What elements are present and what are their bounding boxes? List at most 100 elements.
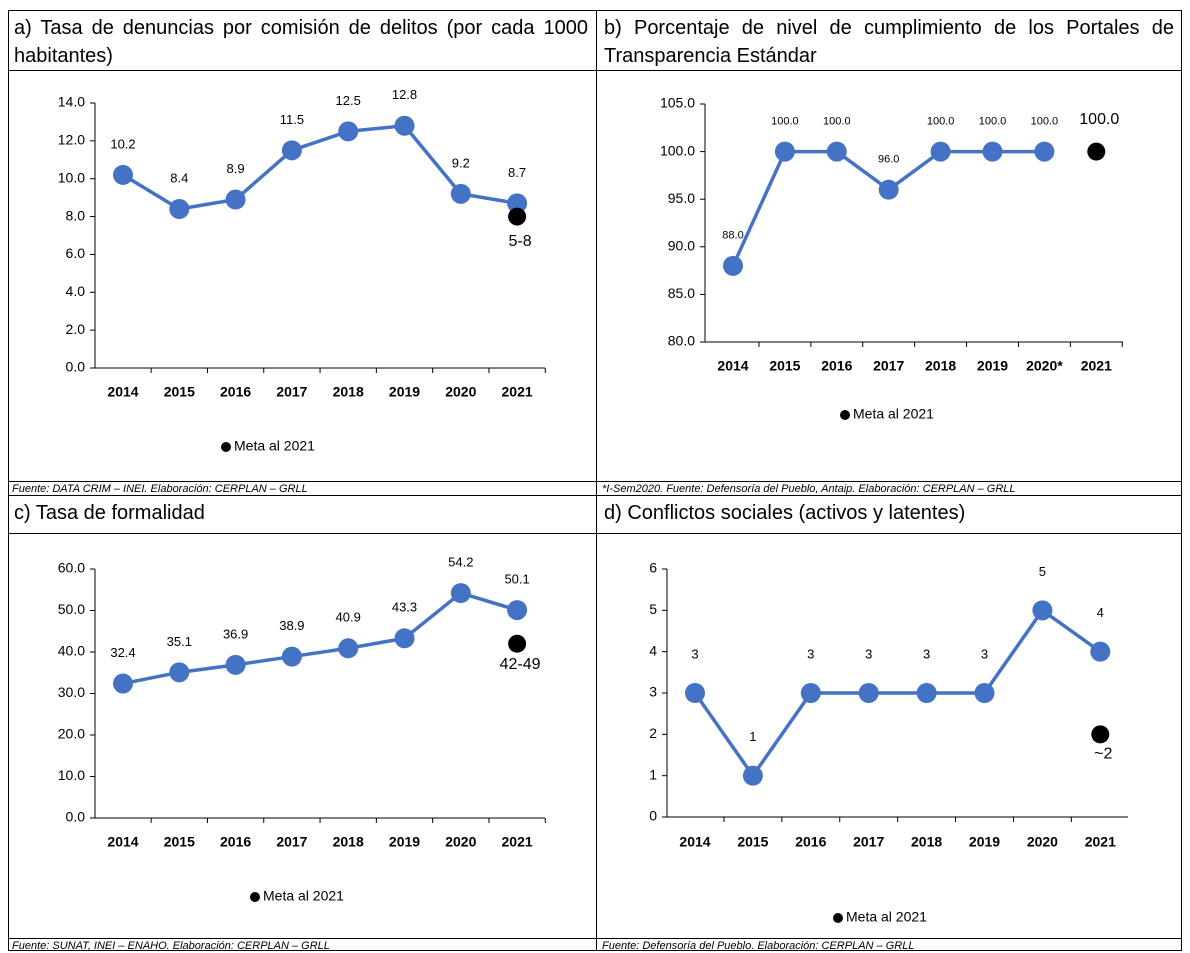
- x-tick-label: 2021: [1081, 358, 1112, 374]
- data-point: [113, 673, 133, 694]
- data-label: 9.2: [452, 155, 470, 170]
- source-note: *I-Sem2020. Fuente: Defensoría del Puebl…: [602, 483, 1016, 495]
- y-tick-label: 4: [649, 642, 657, 658]
- x-tick-label: 2018: [911, 834, 942, 850]
- data-label: 96.0: [878, 154, 899, 166]
- source-note: Fuente: SUNAT, INEI – ENAHO. Elaboración…: [12, 940, 330, 952]
- data-label: 3: [923, 646, 930, 661]
- y-tick-label: 2: [649, 725, 657, 741]
- data-label: 54.2: [448, 555, 473, 570]
- data-point: [225, 189, 246, 210]
- target-point: [1091, 725, 1110, 744]
- data-point: [169, 199, 190, 219]
- y-tick-label: 3: [649, 684, 657, 700]
- data-label: 40.9: [336, 610, 361, 625]
- x-tick-label: 2014: [679, 834, 710, 850]
- data-label: 3: [807, 646, 814, 661]
- data-line: [731, 149, 1045, 267]
- data-point: [685, 683, 705, 703]
- target-label: 42-49: [500, 656, 541, 673]
- data-line: [693, 607, 1102, 779]
- chart-title: c) Tasa de formalidad: [14, 502, 205, 524]
- data-point: [507, 600, 528, 621]
- data-label: 38.9: [279, 618, 304, 633]
- y-tick-label: 40.0: [58, 643, 85, 659]
- y-tick-label: 85.0: [668, 285, 695, 301]
- x-tick-label: 2019: [977, 358, 1008, 374]
- y-tick-label: 14.0: [58, 94, 85, 110]
- legend-label: Meta al 2021: [853, 406, 934, 422]
- y-tick-label: 105.0: [660, 95, 695, 111]
- y-tick-label: 2.0: [66, 321, 86, 337]
- target-point: [508, 207, 527, 226]
- x-tick-label: 2021: [1085, 834, 1116, 850]
- y-tick-label: 80.0: [668, 333, 695, 349]
- data-point: [507, 193, 528, 214]
- target-label: 100.0: [1079, 111, 1119, 128]
- data-label: 36.9: [223, 626, 248, 641]
- data-point: [742, 765, 763, 786]
- y-tick-label: 0.0: [66, 359, 86, 375]
- data-label: 12.5: [336, 93, 361, 108]
- x-tick-label: 2017: [276, 834, 307, 850]
- x-tick-label: 2015: [164, 384, 195, 400]
- data-point: [281, 140, 302, 161]
- y-tick-label: 100.0: [660, 142, 695, 158]
- data-point: [225, 654, 246, 675]
- data-point: [169, 662, 190, 683]
- data-point: [930, 141, 951, 162]
- source-note: Fuente: Defensoría del Pueblo. Elaboraci…: [602, 940, 915, 952]
- y-tick-label: 60.0: [58, 560, 85, 576]
- x-tick-label: 2017: [853, 834, 884, 850]
- y-tick-label: 10.0: [58, 767, 85, 783]
- data-label: 11.5: [280, 112, 304, 127]
- target-label: 5-8: [509, 233, 532, 250]
- x-tick-label: 2016: [795, 834, 826, 850]
- data-label: 8.4: [170, 170, 188, 185]
- data-label: 50.1: [504, 572, 529, 587]
- y-tick-label: 90.0: [668, 238, 695, 254]
- x-tick-label: 2014: [107, 384, 138, 400]
- data-point: [878, 179, 899, 200]
- x-tick-label: 2016: [220, 384, 251, 400]
- data-point: [1090, 641, 1111, 662]
- x-tick-label: 2016: [220, 834, 251, 850]
- x-tick-label: 2018: [333, 834, 364, 850]
- data-point: [338, 121, 359, 142]
- data-point: [1034, 141, 1055, 162]
- x-tick-label: 2020: [445, 384, 476, 400]
- data-point: [281, 646, 302, 667]
- legend-marker: [221, 442, 231, 452]
- data-point: [1032, 600, 1053, 621]
- x-tick-label: 2018: [333, 384, 364, 400]
- data-label: 5: [1039, 564, 1046, 579]
- data-point: [800, 683, 821, 703]
- x-tick-label: 2016: [821, 358, 852, 374]
- data-label: 88.0: [722, 230, 743, 242]
- data-point: [826, 141, 847, 162]
- y-tick-label: 4.0: [66, 283, 86, 299]
- data-label: 4: [1097, 605, 1104, 620]
- data-point: [974, 683, 995, 703]
- data-label: 32.4: [110, 645, 135, 660]
- data-label: 3: [865, 646, 872, 661]
- legend-label: Meta al 2021: [234, 438, 315, 454]
- x-tick-label: 2021: [502, 384, 533, 400]
- legend-marker: [250, 892, 260, 902]
- x-tick-label: 2020*: [1026, 358, 1063, 374]
- source-note: Fuente: DATA CRIM – INEI. Elaboración: C…: [12, 483, 308, 495]
- x-tick-label: 2017: [873, 358, 904, 374]
- x-tick-label: 2014: [107, 834, 138, 850]
- x-tick-label: 2014: [717, 358, 748, 374]
- y-tick-label: 0.0: [66, 809, 86, 825]
- data-label: 100.0: [979, 116, 1007, 128]
- data-label: 100.0: [823, 116, 851, 128]
- chart-title: d) Conflictos sociales (activos y latent…: [604, 502, 966, 524]
- target-point: [508, 634, 527, 653]
- y-tick-label: 6: [649, 560, 657, 576]
- data-point: [982, 141, 1003, 162]
- y-tick-label: 12.0: [58, 132, 85, 148]
- data-point: [774, 141, 795, 162]
